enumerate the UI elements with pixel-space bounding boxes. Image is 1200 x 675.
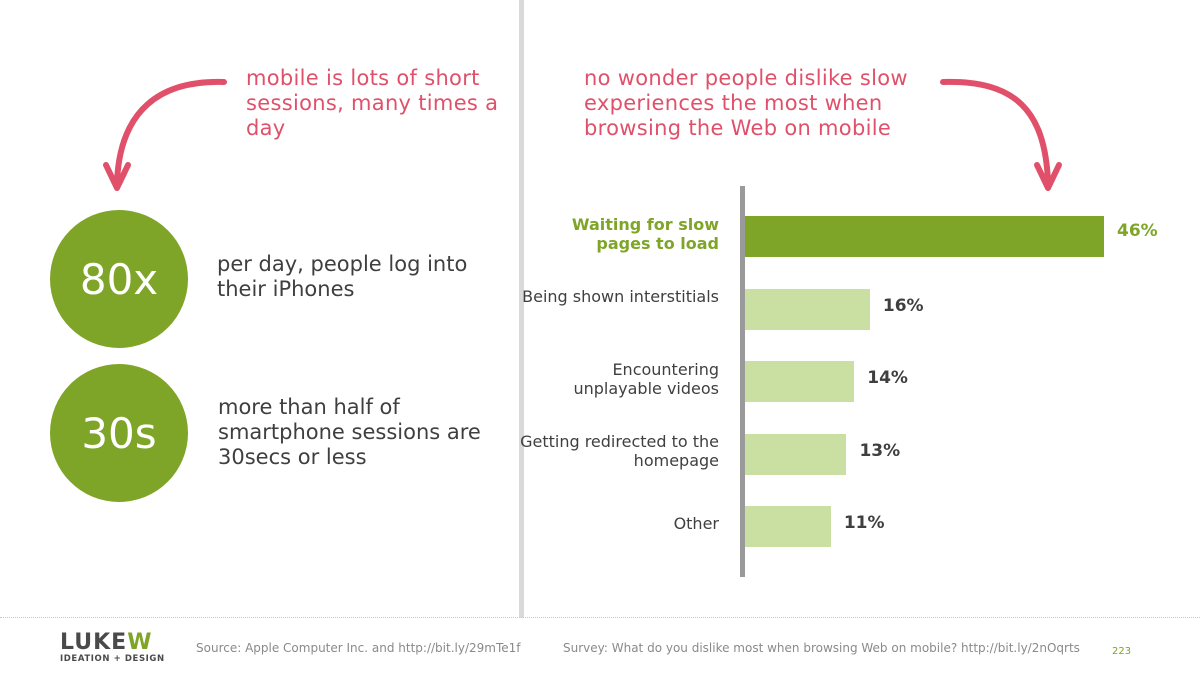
center-divider bbox=[519, 0, 524, 618]
right-callout: no wonder people dislike slow experience… bbox=[584, 66, 908, 140]
footer-rule bbox=[0, 617, 1200, 618]
page-number: 223 bbox=[1112, 646, 1132, 657]
category-label: Being shown interstitials bbox=[522, 287, 719, 306]
bar-value-label: 13% bbox=[859, 440, 901, 461]
left-curved-arrow-icon bbox=[103, 78, 227, 191]
bar bbox=[745, 288, 870, 330]
bar bbox=[745, 433, 847, 475]
stat-text-30s: more than half of smartphone sessions ar… bbox=[218, 395, 481, 469]
bar bbox=[745, 216, 1104, 257]
bar-value-label: 14% bbox=[867, 368, 908, 388]
right-curved-arrow-icon bbox=[940, 78, 1062, 191]
logo-wordmark: LUKEW bbox=[60, 630, 153, 655]
stat-text-80x: per day, people log into their iPhones bbox=[217, 252, 468, 301]
logo-tagline: IDEATION + DESIGN bbox=[60, 654, 165, 664]
bar-value-label: 16% bbox=[882, 295, 924, 316]
lukew-logo: LUKEW IDEATION + DESIGN bbox=[60, 630, 180, 665]
bar bbox=[745, 361, 855, 402]
stat-circle-80x: 80x bbox=[50, 210, 188, 348]
category-label: Encountering unplayable videos bbox=[573, 359, 719, 398]
bar-value-label: 46% bbox=[1117, 221, 1158, 241]
bar-value-label: 11% bbox=[843, 513, 885, 533]
chart-axis bbox=[740, 186, 745, 577]
category-label: Getting redirected to the homepage bbox=[520, 432, 719, 470]
source-right: Survey: What do you dislike most when br… bbox=[563, 641, 1080, 655]
stat-circle-30s: 30s bbox=[50, 364, 188, 502]
bar bbox=[745, 506, 831, 547]
category-label: Waiting for slow pages to load bbox=[571, 214, 719, 253]
category-label: Other bbox=[673, 514, 719, 533]
left-callout: mobile is lots of short sessions, many t… bbox=[246, 66, 499, 140]
source-left: Source: Apple Computer Inc. and http://b… bbox=[196, 641, 521, 655]
